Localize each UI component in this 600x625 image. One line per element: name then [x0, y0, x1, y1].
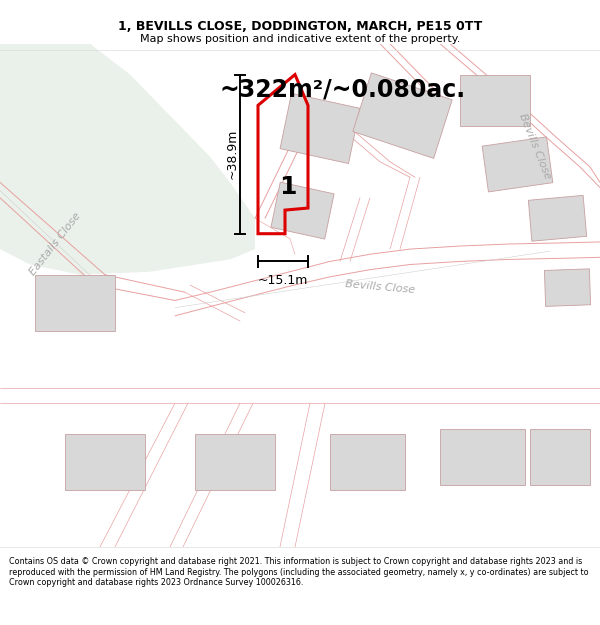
Bar — [195, 434, 275, 491]
Polygon shape — [544, 269, 590, 306]
Text: 1: 1 — [279, 176, 297, 199]
Polygon shape — [529, 196, 587, 241]
Polygon shape — [482, 137, 553, 192]
Bar — [530, 429, 590, 485]
Bar — [65, 434, 145, 491]
Bar — [460, 74, 530, 126]
Text: ~15.1m: ~15.1m — [258, 274, 308, 287]
Polygon shape — [271, 182, 334, 239]
Bar — [440, 429, 525, 485]
Text: Eastalls Close: Eastalls Close — [28, 211, 83, 278]
Bar — [330, 434, 405, 491]
Text: ~322m²/~0.080ac.: ~322m²/~0.080ac. — [220, 78, 466, 102]
Polygon shape — [0, 44, 255, 275]
Bar — [35, 275, 115, 331]
Text: Contains OS data © Crown copyright and database right 2021. This information is : Contains OS data © Crown copyright and d… — [9, 558, 589, 588]
Text: Bevills Close: Bevills Close — [344, 279, 415, 295]
Text: 1, BEVILLS CLOSE, DODDINGTON, MARCH, PE15 0TT: 1, BEVILLS CLOSE, DODDINGTON, MARCH, PE1… — [118, 20, 482, 32]
Polygon shape — [280, 93, 360, 164]
Polygon shape — [353, 73, 452, 158]
Text: Bevills Close: Bevills Close — [517, 112, 553, 181]
Text: Map shows position and indicative extent of the property.: Map shows position and indicative extent… — [140, 34, 460, 44]
Text: ~38.9m: ~38.9m — [226, 129, 239, 179]
